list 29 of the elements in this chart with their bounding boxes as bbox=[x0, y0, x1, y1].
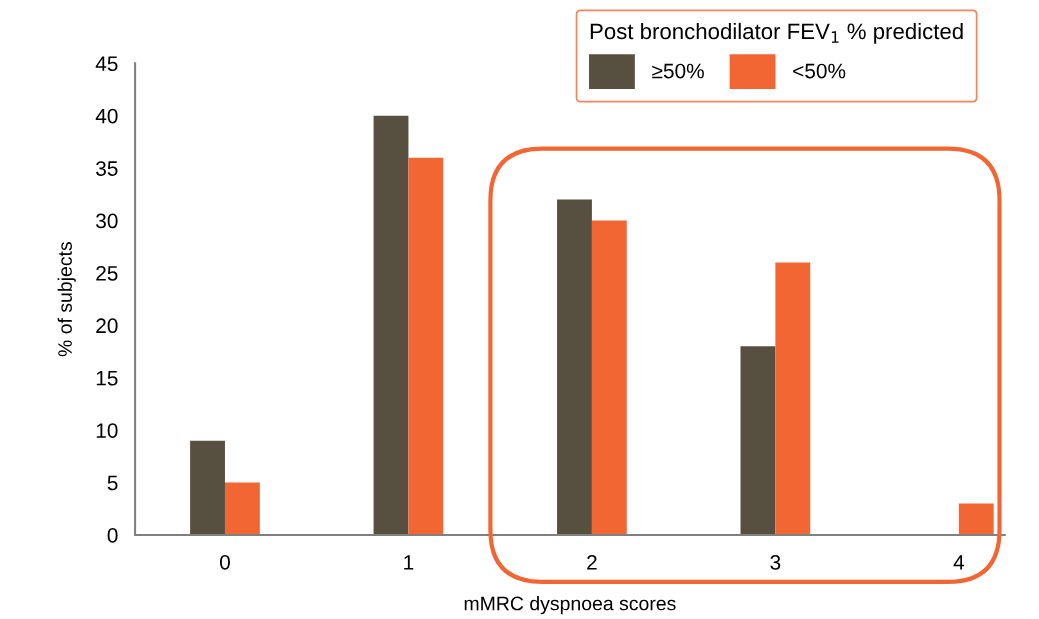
y-tick-label: 20 bbox=[96, 318, 118, 334]
bar bbox=[740, 346, 776, 535]
y-tick-label: 15 bbox=[96, 370, 118, 386]
y-tick-label: 30 bbox=[96, 213, 118, 229]
x-tick-label: 0 bbox=[219, 555, 230, 570]
x-tick-label: 4 bbox=[953, 555, 965, 570]
legend-label: <50% bbox=[793, 63, 846, 79]
bar bbox=[224, 482, 260, 535]
bar bbox=[373, 115, 409, 535]
bar bbox=[958, 503, 994, 535]
y-tick-label: 5 bbox=[107, 475, 118, 491]
legend-title: Post bronchodilator FEV$_{1}$ % predicted bbox=[590, 22, 963, 44]
y-tick-label: 40 bbox=[95, 108, 118, 124]
x-tick-label: 2 bbox=[587, 555, 597, 570]
bar bbox=[775, 262, 811, 535]
y-tick-label: 25 bbox=[96, 265, 118, 281]
y-axis-title: % of subjects bbox=[57, 242, 76, 357]
bar bbox=[190, 440, 225, 535]
y-tick-label: 0 bbox=[107, 528, 118, 543]
legend-label: ≥50% bbox=[652, 63, 704, 79]
x-tick-label: 3 bbox=[770, 555, 781, 570]
y-tick-label: 10 bbox=[96, 423, 118, 438]
x-axis-title: mMRC dyspnoea scores bbox=[464, 596, 676, 615]
y-tick-label: 35 bbox=[96, 161, 118, 176]
bar bbox=[408, 157, 444, 535]
bar bbox=[591, 220, 627, 535]
y-tick-label: 45 bbox=[95, 56, 118, 72]
bar bbox=[557, 199, 592, 535]
x-tick-label: 1 bbox=[404, 555, 414, 570]
